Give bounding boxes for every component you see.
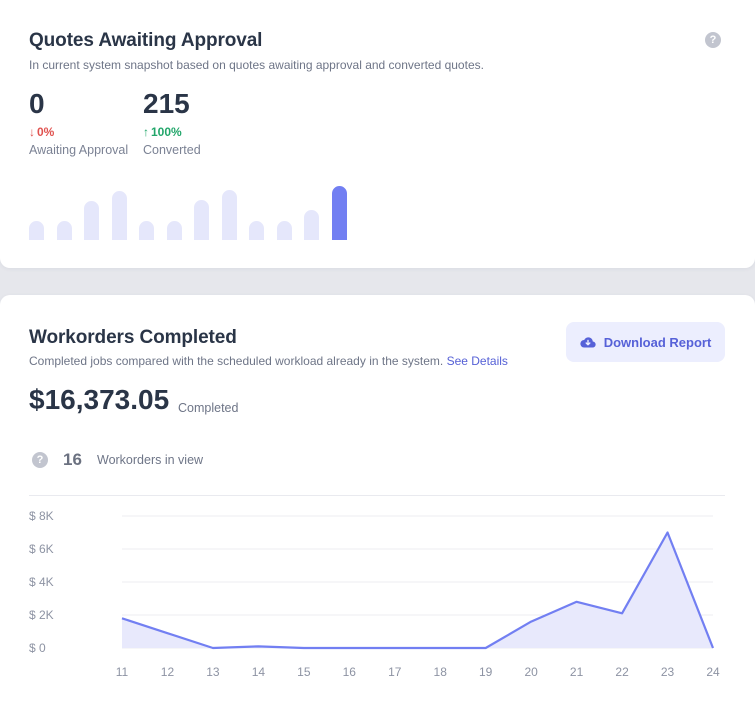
arrow-up-icon: ↑: [143, 125, 149, 139]
x-tick-label: 18: [434, 665, 448, 679]
series-line: [121, 531, 715, 650]
quotes-title: Quotes Awaiting Approval: [29, 30, 263, 51]
sparkline-bar: [166, 221, 182, 240]
workorders-subtitle-text: Completed jobs compared with the schedul…: [29, 354, 444, 368]
completed-amount: $16,373.05: [29, 384, 170, 415]
question-circle-icon[interactable]: ?: [32, 452, 48, 468]
awaiting-approval-delta: ↓ 0%: [29, 125, 54, 139]
workorders-title: Workorders Completed: [29, 327, 237, 348]
x-tick-label: 22: [615, 665, 629, 679]
download-report-label: Download Report: [603, 334, 712, 350]
sparkline-bar: [29, 221, 44, 240]
y-tick-label: $ 2K: [29, 608, 54, 622]
sparkline-bar: [331, 186, 347, 240]
x-tick-label: 23: [661, 665, 675, 679]
sparkline-bar: [84, 201, 99, 240]
sparkline-bar: [221, 190, 237, 240]
sparkline-bar: [139, 221, 154, 240]
x-tick-label: 14: [252, 665, 266, 679]
workorders-subtitle: Completed jobs compared with the schedul…: [29, 354, 508, 368]
question-circle-icon[interactable]: ?: [705, 32, 721, 48]
arrow-down-icon: ↓: [29, 125, 35, 139]
see-details-link[interactable]: See Details: [446, 354, 508, 368]
x-tick-label: 11: [116, 665, 129, 679]
quotes-bar-sparkline: [29, 180, 369, 240]
workorders-count: 16: [63, 450, 82, 469]
x-tick-label: 21: [570, 665, 584, 679]
converted-label: Converted: [143, 143, 201, 157]
area-fill: [122, 532, 713, 648]
y-tick-label: $ 6K: [29, 542, 54, 556]
cloud-download-icon: [580, 337, 596, 348]
workorders-count-label: Workorders in view: [97, 453, 204, 467]
converted-value: 215: [143, 88, 190, 119]
sparkline-bar: [304, 210, 319, 240]
y-tick-label: $ 8K: [29, 509, 54, 523]
x-tick-label: 15: [297, 665, 311, 679]
quotes-card: Quotes Awaiting Approval ? In current sy…: [0, 0, 755, 268]
converted-delta-value: 100%: [151, 125, 182, 139]
y-tick-label: $ 4K: [29, 575, 54, 589]
download-report-button[interactable]: Download Report: [566, 322, 725, 362]
x-tick-label: 19: [479, 665, 493, 679]
converted-delta: ↑ 100%: [143, 125, 182, 139]
divider: [29, 495, 725, 496]
quotes-subtitle: In current system snapshot based on quot…: [29, 58, 484, 72]
sparkline-bar: [56, 221, 72, 240]
awaiting-approval-label: Awaiting Approval: [29, 143, 129, 157]
x-tick-label: 24: [706, 665, 720, 679]
sparkline-bar: [249, 221, 264, 240]
workorders-card: Workorders Completed Completed jobs comp…: [0, 295, 755, 712]
x-tick-label: 12: [161, 665, 175, 679]
x-tick-label: 20: [524, 665, 538, 679]
awaiting-approval-value: 0: [29, 88, 45, 119]
y-tick-label: $ 0: [29, 641, 46, 655]
sparkline-bar: [194, 199, 209, 240]
awaiting-approval-delta-value: 0%: [37, 125, 55, 139]
sparkline-bar: [276, 221, 292, 240]
x-tick-label: 13: [206, 665, 220, 679]
workorders-area-chart: $ 0 $ 2K $ 4K $ 6K $ 8K 11 12 13 14 15 16 17 18 19 20 2…: [29, 509, 720, 679]
sparkline-bar: [111, 191, 127, 240]
x-tick-label: 17: [388, 665, 402, 679]
x-tick-label: 16: [343, 665, 357, 679]
completed-amount-label: Completed: [178, 401, 239, 415]
